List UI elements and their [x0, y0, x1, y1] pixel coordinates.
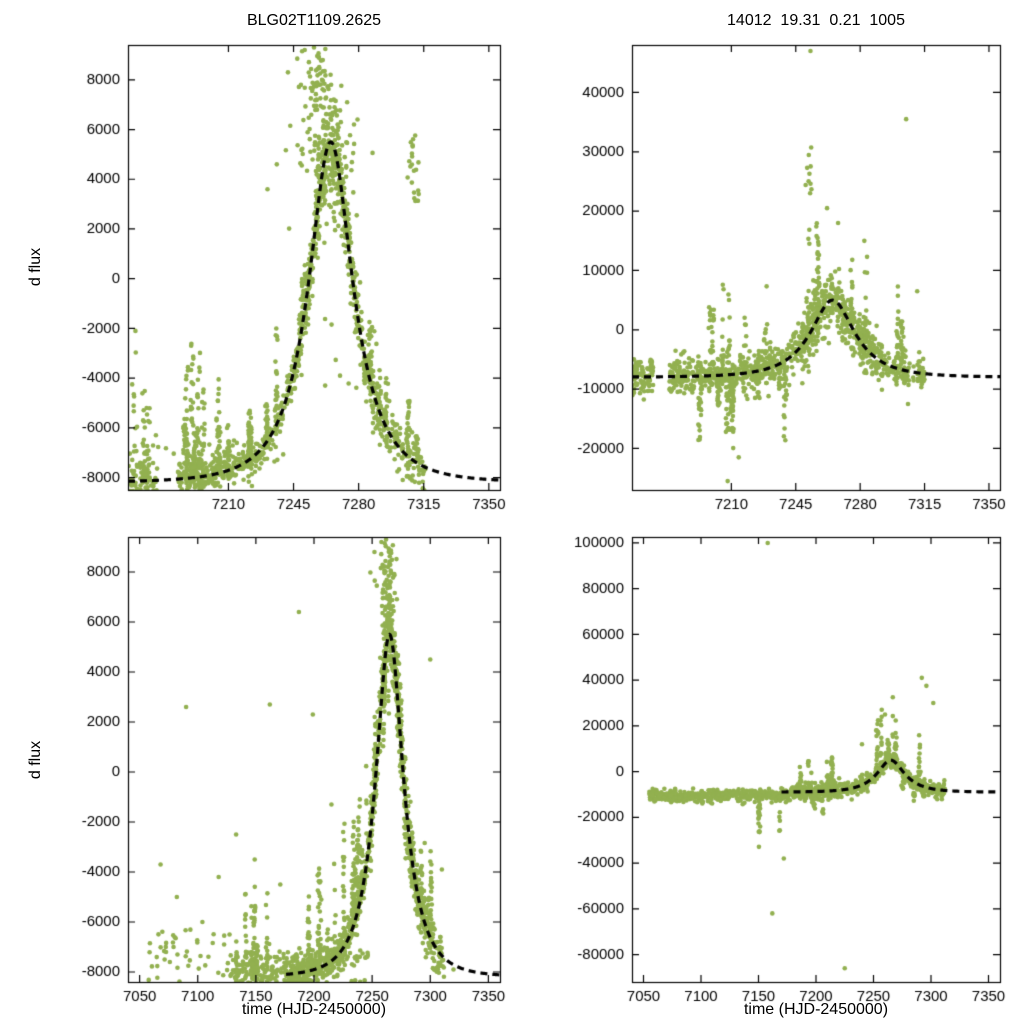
y-axis-label-bottom-left: d flux [27, 740, 44, 780]
x-axis-label-bottom-left: time (HJD-2450000) [241, 1001, 387, 1018]
y-axis-label-top-left: d flux [27, 247, 44, 287]
panel-title-top-left: BLG02T1109.2625 [246, 12, 382, 29]
x-axis-label-bottom-right: time (HJD-2450000) [743, 1001, 889, 1018]
panel-title-top-right: 14012 19.31 0.21 1005 [727, 12, 905, 29]
